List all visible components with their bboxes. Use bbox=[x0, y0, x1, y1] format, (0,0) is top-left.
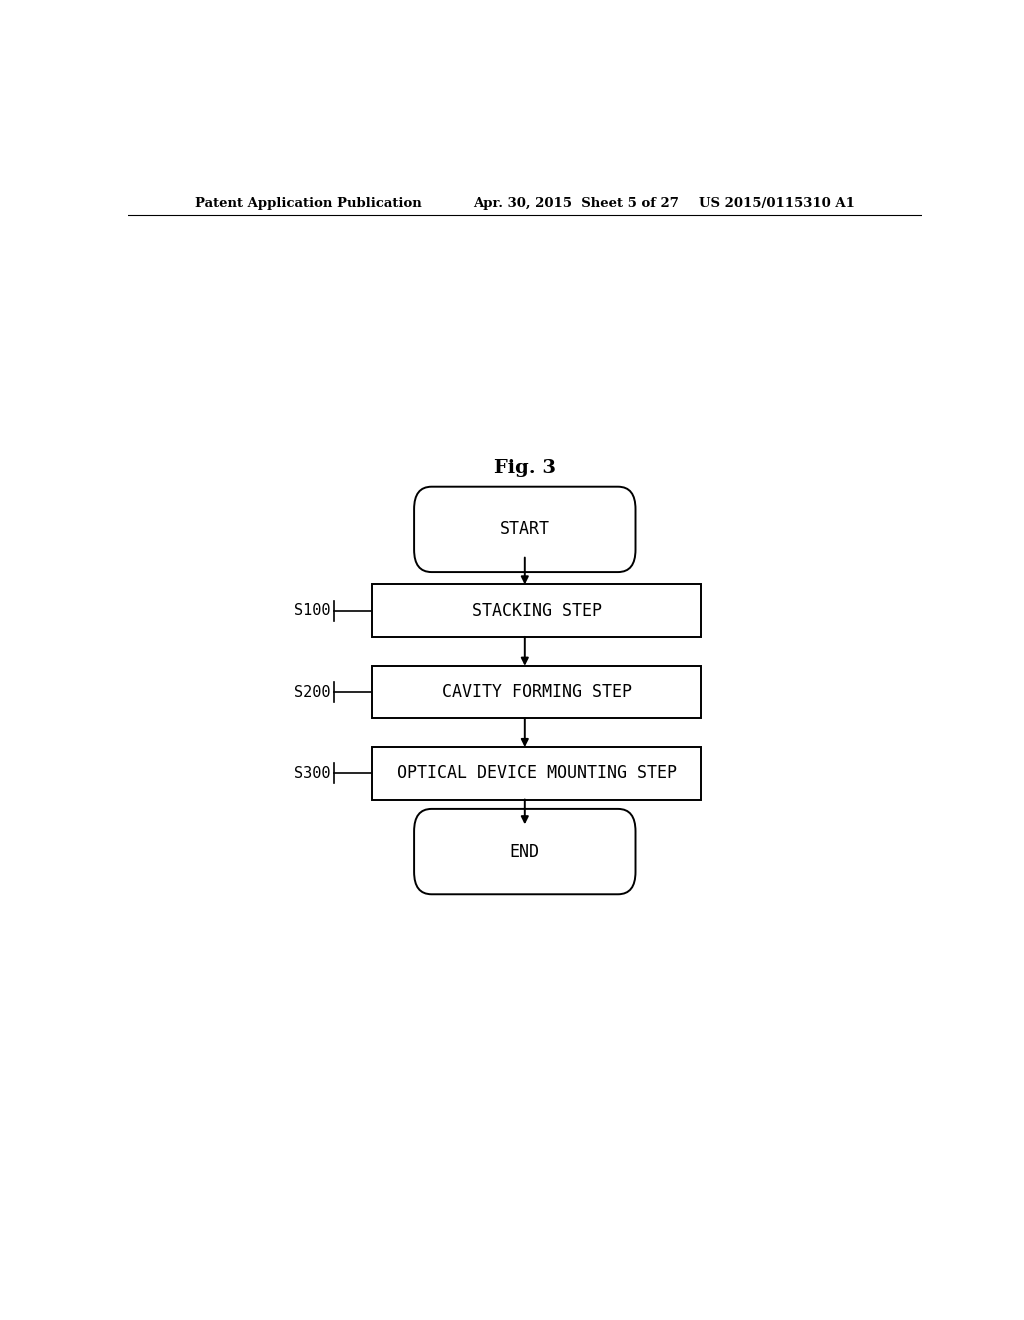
Bar bbox=[372, 665, 701, 718]
Bar bbox=[372, 585, 701, 638]
Text: Patent Application Publication: Patent Application Publication bbox=[196, 197, 422, 210]
Text: START: START bbox=[500, 520, 550, 539]
Bar bbox=[372, 747, 701, 800]
Text: Apr. 30, 2015  Sheet 5 of 27: Apr. 30, 2015 Sheet 5 of 27 bbox=[473, 197, 679, 210]
Text: STACKING STEP: STACKING STEP bbox=[472, 602, 602, 619]
Text: S100: S100 bbox=[294, 603, 331, 618]
Text: US 2015/0115310 A1: US 2015/0115310 A1 bbox=[699, 197, 855, 210]
Text: CAVITY FORMING STEP: CAVITY FORMING STEP bbox=[441, 682, 632, 701]
Text: OPTICAL DEVICE MOUNTING STEP: OPTICAL DEVICE MOUNTING STEP bbox=[396, 764, 677, 783]
Text: S200: S200 bbox=[294, 685, 331, 700]
Text: Fig. 3: Fig. 3 bbox=[494, 459, 556, 478]
FancyBboxPatch shape bbox=[414, 487, 636, 572]
Text: END: END bbox=[510, 842, 540, 861]
FancyBboxPatch shape bbox=[414, 809, 636, 894]
Text: S300: S300 bbox=[294, 766, 331, 781]
